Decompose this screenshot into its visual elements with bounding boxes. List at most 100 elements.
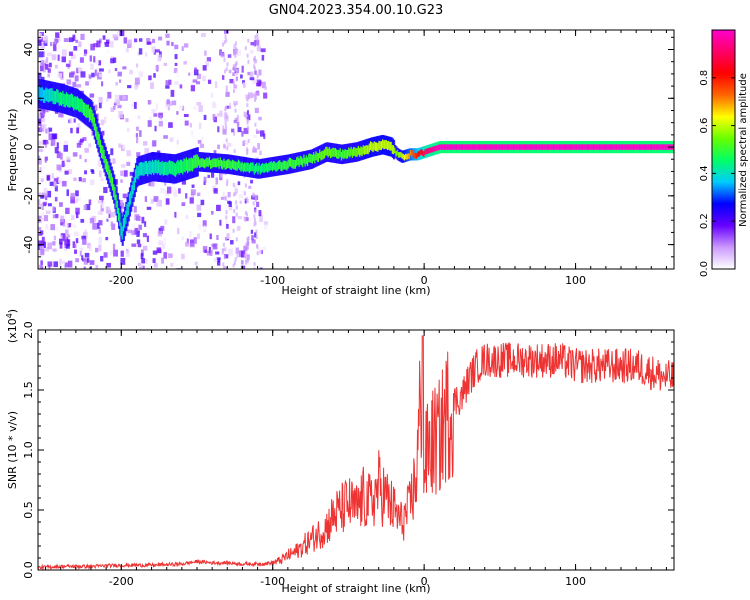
noise-cell xyxy=(259,267,263,269)
noise-cell xyxy=(127,85,132,89)
noise-cell xyxy=(60,152,63,160)
noise-cell xyxy=(82,178,86,183)
ridge-core-cell xyxy=(296,157,299,167)
ridge-core-cell xyxy=(563,144,566,150)
noise-cell xyxy=(70,71,76,75)
ridge-core-cell xyxy=(495,144,499,150)
noise-cell xyxy=(126,161,131,166)
noise-cell xyxy=(136,239,141,244)
noise-cell xyxy=(226,142,232,147)
noise-cell xyxy=(179,84,183,89)
noise-cell xyxy=(43,188,48,194)
noise-cell xyxy=(107,49,110,53)
ridge-core-cell xyxy=(354,147,357,157)
noise-cell xyxy=(224,236,227,241)
noise-cell xyxy=(105,39,110,44)
ridge-core-cell xyxy=(379,141,382,151)
noise-cell xyxy=(212,113,216,121)
ridge-core-cell xyxy=(218,159,221,169)
noise-cell xyxy=(46,128,49,135)
ridge-core-cell xyxy=(188,158,191,172)
noise-cell xyxy=(66,189,69,197)
noise-cell xyxy=(94,59,99,65)
ridge-core-cell xyxy=(400,151,403,158)
noise-cell xyxy=(222,128,227,135)
noise-cell xyxy=(198,105,203,113)
noise-cell xyxy=(69,117,73,124)
ridge-core-cell xyxy=(199,159,202,169)
noise-cell xyxy=(105,236,109,241)
noise-cell xyxy=(47,73,51,78)
ridge-core-cell xyxy=(365,145,368,155)
ridge-core-cell xyxy=(415,153,419,159)
noise-cell xyxy=(173,67,178,74)
noise-cell xyxy=(205,60,209,67)
noise-cell xyxy=(112,34,118,39)
noise-cell xyxy=(156,247,162,254)
noise-cell xyxy=(77,123,81,129)
noise-cell xyxy=(158,120,163,127)
noise-cell xyxy=(58,112,64,118)
ridge-core-cell xyxy=(148,161,151,175)
ridge-core-cell xyxy=(362,145,365,155)
noise-cell xyxy=(84,159,87,163)
ridge-core-cell xyxy=(558,144,562,150)
noise-cell xyxy=(45,57,49,63)
noise-cell xyxy=(237,127,242,133)
noise-cell xyxy=(78,177,82,182)
noise-cell xyxy=(244,198,247,204)
noise-cell xyxy=(38,215,42,223)
ridge-core-cell xyxy=(219,157,222,167)
ridge-core-cell xyxy=(510,144,513,150)
ridge-core-cell xyxy=(207,158,210,168)
noise-cell xyxy=(227,191,231,198)
ridge-core-cell xyxy=(453,144,456,150)
noise-cell xyxy=(242,80,245,84)
ridge-core-cell xyxy=(649,144,652,150)
noise-cell xyxy=(75,39,79,43)
ridge-core-cell xyxy=(302,158,305,168)
noise-cell xyxy=(252,146,255,151)
noise-cell xyxy=(197,212,202,218)
ridge-core-cell xyxy=(458,144,461,150)
noise-cell xyxy=(202,220,207,227)
ridge-core-cell xyxy=(172,161,175,176)
noise-cell xyxy=(232,89,235,94)
noise-cell xyxy=(236,122,239,127)
ridge-core-cell xyxy=(356,147,359,157)
noise-cell xyxy=(257,142,260,150)
noise-cell xyxy=(123,170,128,177)
noise-cell xyxy=(147,120,152,127)
noise-cell xyxy=(254,232,257,238)
ridge-core-cell xyxy=(391,145,394,154)
noise-cell xyxy=(52,241,56,246)
noise-cell xyxy=(235,101,238,106)
ridge-core-cell xyxy=(594,144,597,150)
noise-cell xyxy=(258,69,262,76)
ridge-core-cell xyxy=(280,161,283,171)
noise-cell xyxy=(242,35,247,41)
noise-cell xyxy=(113,57,117,63)
snr-series-line xyxy=(38,335,674,570)
noise-cell xyxy=(214,81,218,89)
ridge-core-cell xyxy=(300,156,304,166)
noise-cell xyxy=(245,94,250,100)
noise-cell xyxy=(228,69,232,74)
noise-cell xyxy=(80,218,85,223)
ridge-core-cell xyxy=(626,144,629,150)
ridge-core-cell xyxy=(160,161,163,176)
ridge-core-cell xyxy=(71,94,75,108)
noise-cell xyxy=(233,131,236,136)
noise-cell xyxy=(44,143,48,149)
ridge-core-cell xyxy=(426,148,430,154)
ridge-core-cell xyxy=(392,145,396,155)
noise-cell xyxy=(234,46,237,51)
ridge-core-cell xyxy=(517,144,520,150)
ridge-core-cell xyxy=(74,96,77,110)
ridge-core-cell xyxy=(357,145,361,155)
ridge-core-cell xyxy=(526,144,529,150)
ridge-core-cell xyxy=(96,126,99,140)
ridge-core-cell xyxy=(634,144,637,150)
ridge-core-cell xyxy=(109,169,112,183)
ridge-core-cell xyxy=(314,154,317,164)
